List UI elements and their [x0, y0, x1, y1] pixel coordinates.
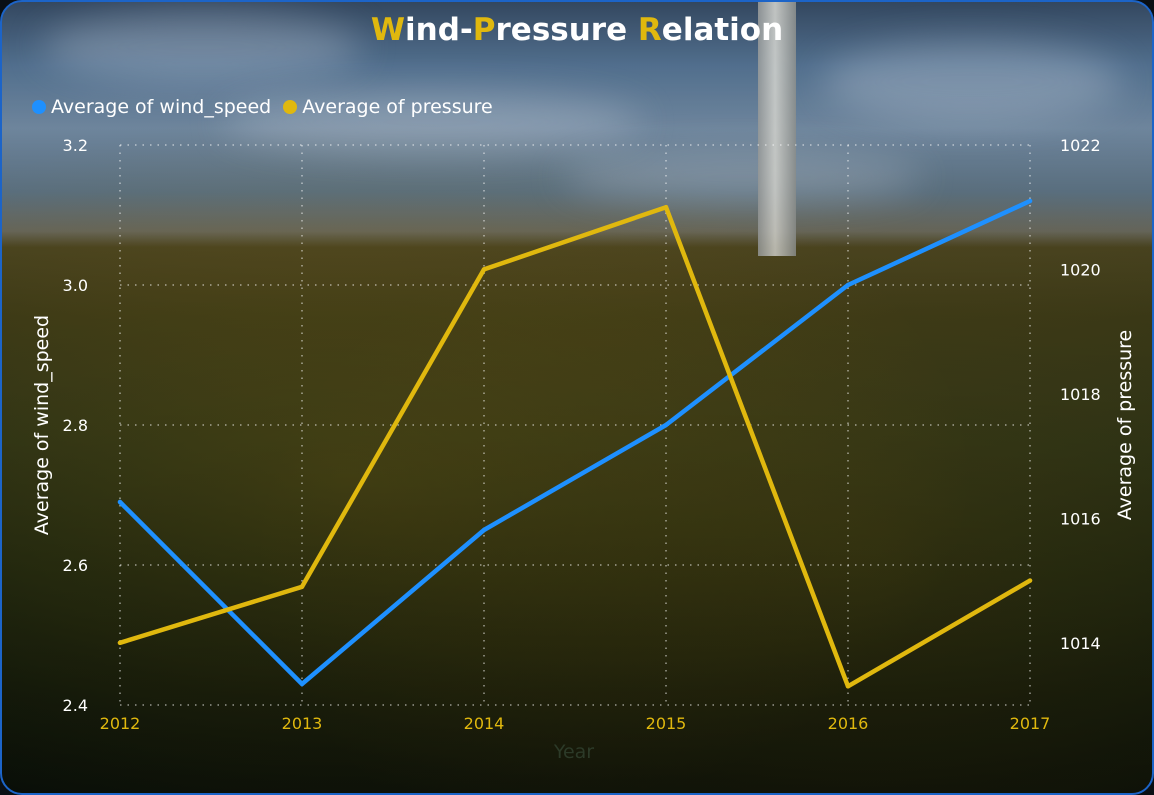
- series-line-wind-speed: [117, 198, 1033, 687]
- data-point-pressure: [1027, 578, 1033, 583]
- data-point-pressure: [299, 584, 305, 589]
- legend-label: Average of pressure: [302, 96, 493, 118]
- background-cloud: [562, 152, 922, 202]
- background-cloud: [822, 42, 1122, 122]
- legend-item[interactable]: Average of pressure: [283, 96, 493, 118]
- title-segment: elation: [661, 12, 784, 48]
- y-left-tick-label: 2.4: [63, 696, 88, 715]
- data-point-wind-speed: [481, 527, 487, 533]
- y-right-tick-label: 1018: [1060, 385, 1101, 404]
- x-tick-label: 2013: [282, 714, 323, 733]
- y-left-tick-label: 2.6: [63, 556, 88, 575]
- x-tick-label: 2014: [464, 714, 505, 733]
- y-left-tick-label: 3.0: [63, 276, 88, 295]
- x-tick-label: 2017: [1010, 714, 1051, 733]
- data-point-pressure: [663, 205, 669, 210]
- legend-label: Average of wind_speed: [51, 96, 272, 118]
- x-axis-title: Year: [553, 741, 594, 763]
- y-right-axis-title: Average of pressure: [1114, 330, 1136, 520]
- chart-title: Wind-Pressure Relation: [2, 12, 1152, 48]
- y-left-tick-label: 2.8: [63, 416, 88, 435]
- data-point-wind-speed: [663, 422, 669, 428]
- data-point-wind-speed: [845, 282, 851, 288]
- y-left-axis-title: Average of wind_speed: [31, 315, 53, 535]
- data-point-wind-speed: [299, 681, 305, 687]
- legend-item[interactable]: Average of wind_speed: [32, 96, 271, 118]
- data-point-wind-speed: [1027, 198, 1033, 204]
- y-right-tick-label: 1020: [1060, 260, 1101, 279]
- data-point-pressure: [481, 267, 487, 272]
- x-tick-label: 2016: [828, 714, 869, 733]
- y-right-tick-label: 1016: [1060, 509, 1101, 528]
- legend-marker: [32, 100, 46, 114]
- title-segment: R: [637, 12, 662, 48]
- data-point-pressure: [845, 684, 851, 689]
- x-tick-label: 2012: [100, 714, 141, 733]
- wind-turbine-tower: [758, 2, 796, 256]
- legend: Average of wind_speed Average of pressure: [32, 96, 505, 118]
- series-line-pressure: [117, 204, 1033, 689]
- title-segment: ressure: [495, 12, 638, 48]
- y-right-tick-label: 1014: [1060, 634, 1101, 653]
- background-cloud: [42, 12, 362, 82]
- legend-marker: [283, 100, 298, 114]
- data-point-pressure: [117, 640, 123, 645]
- x-tick-label: 2015: [646, 714, 687, 733]
- y-right-tick-label: 1022: [1060, 136, 1101, 155]
- title-segment: ind-: [405, 12, 473, 48]
- y-left-tick-label: 3.2: [63, 136, 88, 155]
- title-segment: W: [370, 12, 406, 48]
- data-point-wind-speed: [117, 499, 123, 505]
- title-segment: P: [472, 12, 496, 48]
